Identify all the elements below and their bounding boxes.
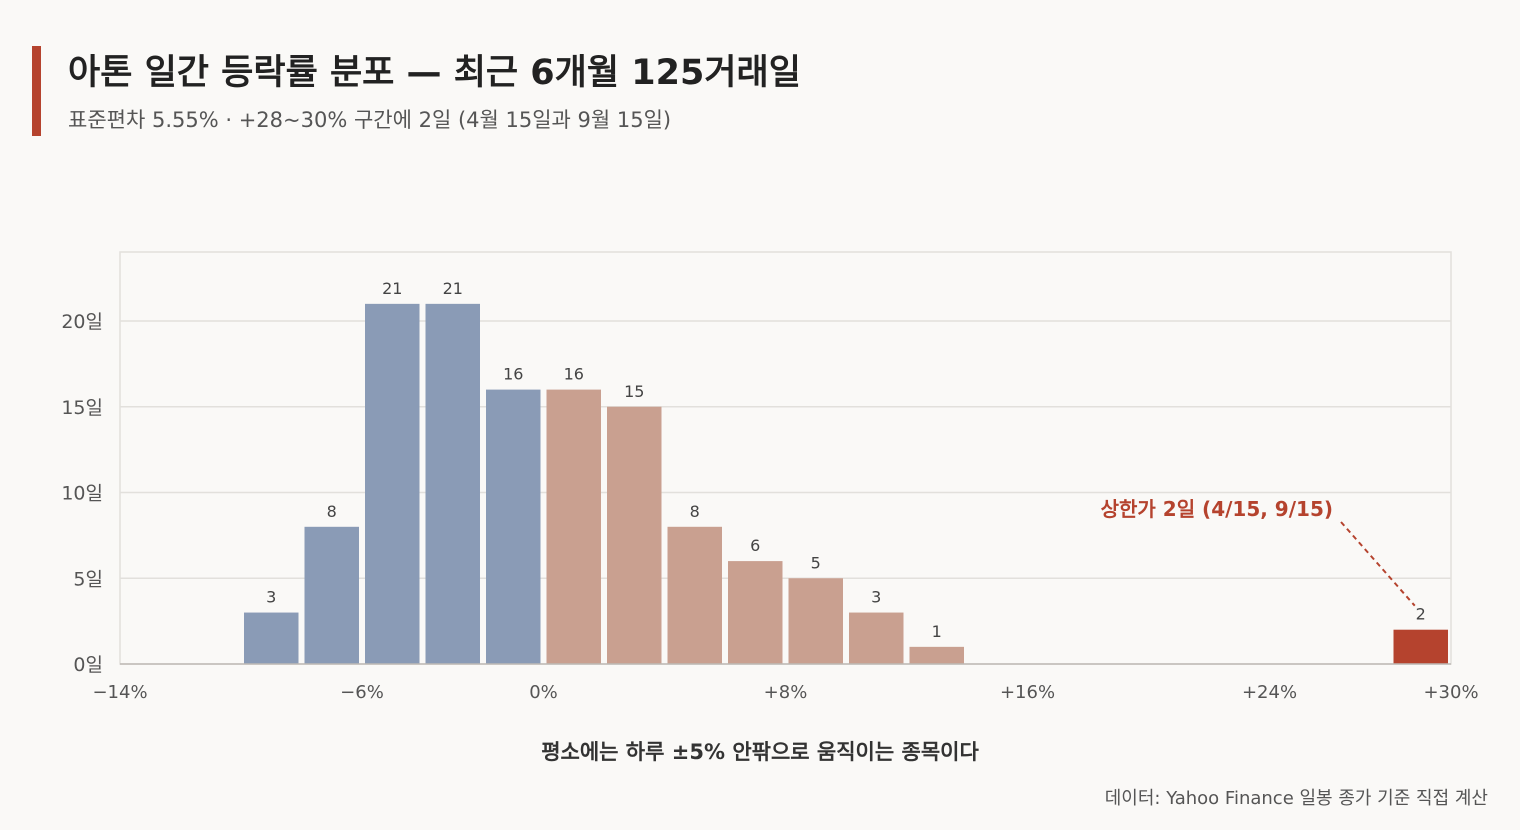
bar-1 xyxy=(304,526,359,664)
x-tick-label: 0% xyxy=(529,682,558,703)
bar-value-label: 3 xyxy=(871,588,881,607)
y-tick-label: 10일 xyxy=(61,483,103,505)
bar-labels: 3 8 21 21 16 16 15 8 6 5 3 1 2 xyxy=(266,279,1426,641)
bar-3 xyxy=(425,303,480,664)
bar-value-label: 6 xyxy=(750,536,760,555)
y-tick-label: 15일 xyxy=(61,397,103,419)
bar-value-label: 16 xyxy=(503,365,523,384)
bar-value-label: 5 xyxy=(811,553,821,572)
bar-value-label: 1 xyxy=(932,622,942,641)
bar-value-label: 8 xyxy=(690,502,700,521)
x-tick-label: +30% xyxy=(1423,682,1478,703)
bar-0 xyxy=(244,612,299,664)
bar-value-label: 8 xyxy=(327,502,337,521)
bar-value-label: 16 xyxy=(564,365,584,384)
bar-2 xyxy=(365,303,420,664)
bar-value-label: 15 xyxy=(624,382,644,401)
x-tick-label: +8% xyxy=(764,682,808,703)
annotation-leader-line xyxy=(1340,521,1416,607)
axes: 0일 5일 10일 15일 20일 −14% −6% 0% +8% +16% +24% +30% xyxy=(61,311,1478,703)
page-subtitle: 표준편차 5.55% · +28~30% 구간에 2일 (4월 15일과 9월 … xyxy=(68,108,672,132)
bar-value-label: 2 xyxy=(1416,605,1426,624)
bar-11 xyxy=(909,646,964,664)
bar-9 xyxy=(788,578,843,664)
bar-6 xyxy=(607,406,662,664)
bar-7 xyxy=(667,526,722,664)
x-tick-label: +16% xyxy=(1000,682,1055,703)
y-tick-label: 0일 xyxy=(73,654,103,676)
annotation-text: 상한가 2일 (4/15, 9/15) xyxy=(1101,497,1333,521)
title-accent-bar xyxy=(32,46,41,136)
bar-value-label: 3 xyxy=(266,588,276,607)
x-tick-label: +24% xyxy=(1242,682,1297,703)
bar-4 xyxy=(486,389,541,664)
annotation: 상한가 2일 (4/15, 9/15) xyxy=(1101,497,1416,607)
x-tick-label: −6% xyxy=(340,682,384,703)
x-tick-label: −14% xyxy=(92,682,147,703)
bar-value-label: 21 xyxy=(443,279,463,298)
page-title: 아톤 일간 등락률 분포 — 최근 6개월 125거래일 xyxy=(68,53,801,93)
bar-12 xyxy=(1393,629,1448,664)
bar-5 xyxy=(546,389,601,664)
bar-8 xyxy=(728,561,783,664)
data-source: 데이터: Yahoo Finance 일봉 종가 기준 직접 계산 xyxy=(1104,788,1488,809)
chart-caption: 평소에는 하루 ±5% 안팎으로 움직이는 종목이다 xyxy=(541,740,979,764)
y-tick-label: 20일 xyxy=(61,311,103,333)
y-tick-label: 5일 xyxy=(73,568,103,590)
bar-value-label: 21 xyxy=(382,279,402,298)
bar-10 xyxy=(849,612,904,664)
bars xyxy=(244,303,1448,664)
